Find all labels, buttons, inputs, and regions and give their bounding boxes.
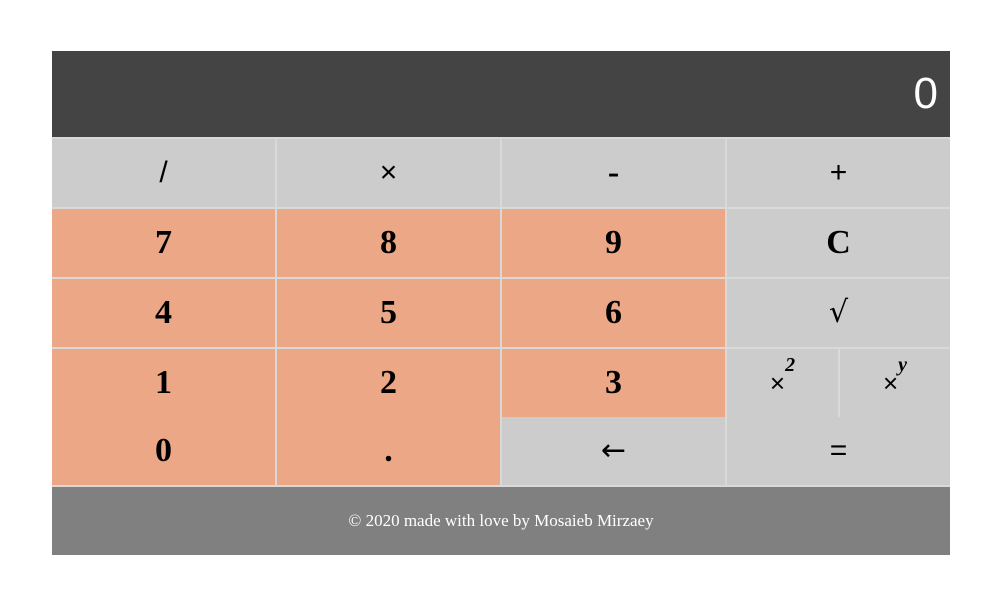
decimal-button[interactable]: . bbox=[277, 417, 500, 485]
display-value: 0 bbox=[913, 69, 938, 118]
digit-2-button[interactable]: 2 bbox=[277, 349, 500, 417]
digit-4-button[interactable]: 4 bbox=[52, 279, 275, 347]
digit-7-button[interactable]: 7 bbox=[52, 209, 275, 277]
divide-button[interactable]: / bbox=[52, 139, 275, 207]
square-exponent: 2 bbox=[785, 354, 796, 376]
power-exponent: y bbox=[898, 354, 908, 376]
square-root-button[interactable]: √ bbox=[727, 279, 950, 347]
clear-button[interactable]: C bbox=[727, 209, 950, 277]
calculator: 0 / × - + 7 8 9 C 4 5 6 √ 1 2 3 ×2 ×y 0 … bbox=[52, 51, 950, 555]
subtract-button[interactable]: - bbox=[502, 139, 725, 207]
digit-8-button[interactable]: 8 bbox=[277, 209, 500, 277]
square-button[interactable]: ×2 bbox=[727, 349, 838, 417]
power-base: × bbox=[882, 368, 899, 398]
footer: © 2020 made with love by Mosaieb Mirzaey bbox=[52, 487, 950, 555]
digit-3-button[interactable]: 3 bbox=[502, 349, 725, 417]
digit-5-button[interactable]: 5 bbox=[277, 279, 500, 347]
square-base: × bbox=[769, 368, 786, 398]
display: 0 bbox=[52, 51, 950, 137]
digit-0-button[interactable]: 0 bbox=[52, 417, 275, 485]
add-button[interactable]: + bbox=[727, 139, 950, 207]
digit-1-button[interactable]: 1 bbox=[52, 349, 275, 417]
footer-text: © 2020 made with love by Mosaieb Mirzaey bbox=[348, 511, 654, 530]
multiply-button[interactable]: × bbox=[277, 139, 500, 207]
equals-button[interactable]: = bbox=[727, 417, 950, 485]
digit-9-button[interactable]: 9 bbox=[502, 209, 725, 277]
power-button[interactable]: ×y bbox=[840, 349, 950, 417]
digit-6-button[interactable]: 6 bbox=[502, 279, 725, 347]
backspace-button[interactable]: ← bbox=[502, 417, 725, 485]
